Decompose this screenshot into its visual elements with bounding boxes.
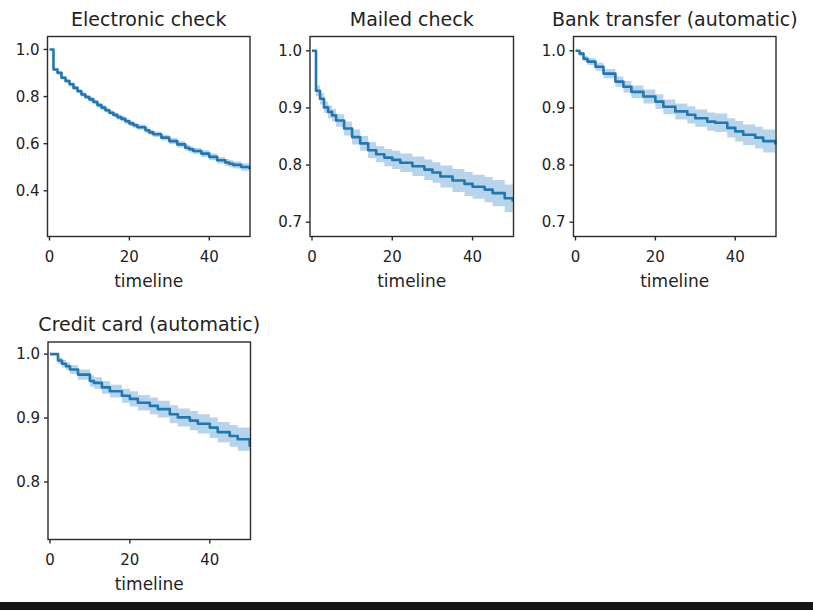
x-tick-label: 20	[646, 248, 665, 266]
subplot-title: Credit card (automatic)	[38, 313, 260, 335]
y-tick-label: 0.7	[278, 213, 302, 231]
subplot-electronic-check: 1.0 0.8 0.6 0.4 0 20 40 Electronic check timelin…	[16, 8, 250, 291]
y-tick-label: 0.9	[278, 99, 302, 117]
subplot-title: Bank transfer (automatic)	[552, 8, 798, 30]
x-axis-label: timeline	[377, 271, 446, 291]
x-tick-label: 0	[45, 551, 55, 569]
x-tick-label: 40	[200, 551, 219, 569]
x-tick-label: 0	[571, 248, 581, 266]
y-tick-label: 0.8	[542, 156, 566, 174]
x-axis-label: timeline	[640, 271, 709, 291]
x-axis-label: timeline	[114, 271, 183, 291]
x-tick-label: 20	[383, 248, 402, 266]
x-axis-label: timeline	[115, 574, 184, 594]
subplot-bank-transfer-automatic: 1.0 0.9 0.8 0.7 0 20 40 Bank transfer (automati…	[542, 8, 798, 291]
subplot-mailed-check: 1.0 0.9 0.8 0.7 0 20 40 Mailed check timeline	[278, 8, 513, 291]
y-tick-label: 0.8	[16, 88, 40, 106]
x-tick-label: 20	[120, 551, 139, 569]
y-tick-label: 1.0	[278, 42, 302, 60]
y-tick-label: 1.0	[16, 345, 40, 363]
y-tick-label: 0.8	[278, 156, 302, 174]
window-bottom-edge-bar	[0, 602, 813, 610]
y-tick-label: 0.8	[16, 473, 40, 491]
y-tick-label: 0.7	[542, 213, 566, 231]
confidence-band	[50, 50, 250, 173]
y-tick-label: 1.0	[542, 42, 566, 60]
y-tick-label: 0.4	[16, 182, 40, 200]
x-tick-label: 40	[726, 248, 745, 266]
confidence-band	[312, 51, 513, 216]
subplot-title: Mailed check	[350, 8, 474, 30]
subplot-title: Electronic check	[71, 8, 226, 30]
confidence-band	[576, 51, 776, 157]
survival-curve	[50, 50, 250, 170]
x-tick-label: 20	[120, 248, 139, 266]
y-tick-label: 1.0	[16, 41, 40, 59]
y-tick-label: 0.9	[16, 409, 40, 427]
x-tick-label: 40	[200, 248, 219, 266]
axes-frame	[310, 37, 514, 237]
survival-charts-figure: 1.0 0.8 0.6 0.4 0 20 40 Electronic check timelin…	[0, 0, 813, 612]
x-tick-label: 40	[463, 248, 482, 266]
y-tick-label: 0.6	[16, 135, 40, 153]
x-tick-label: 0	[45, 248, 55, 266]
y-tick-label: 0.9	[542, 99, 566, 117]
subplot-credit-card-automatic: 1.0 0.9 0.8 0 20 40 Credit card (automatic) tim…	[16, 313, 260, 594]
figure-canvas: 1.0 0.8 0.6 0.4 0 20 40 Electronic check timelin…	[0, 0, 813, 612]
x-tick-label: 0	[307, 248, 317, 266]
axes-frame	[48, 37, 251, 237]
